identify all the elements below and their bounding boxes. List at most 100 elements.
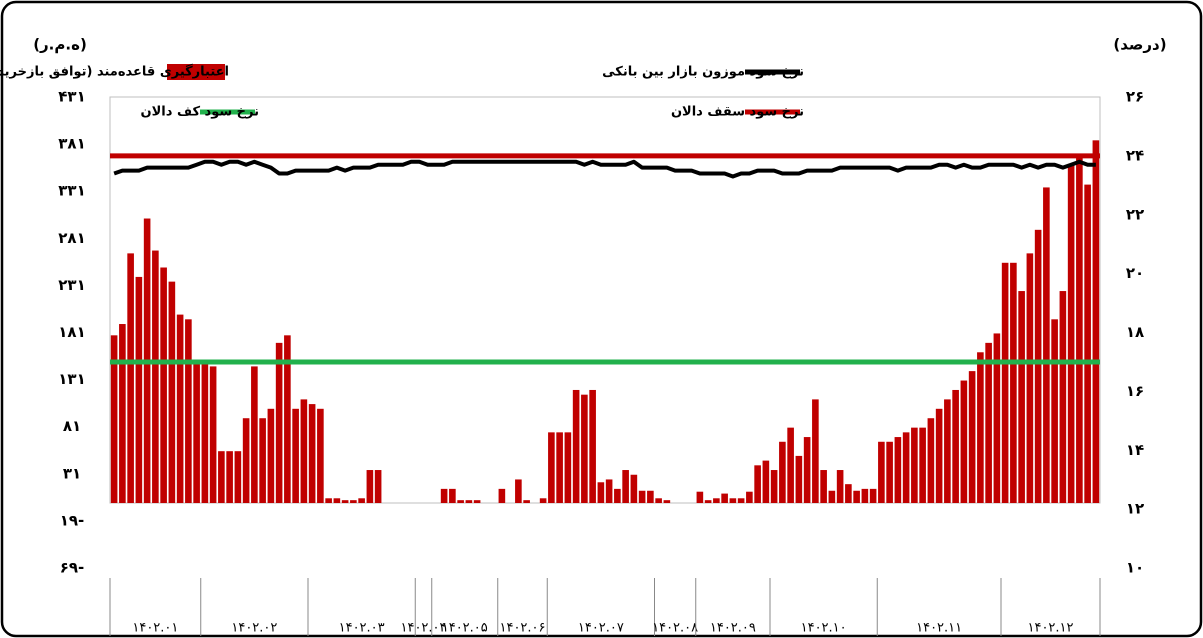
x-group-label: ۱۴۰۲.۰۷ — [578, 621, 624, 636]
x-group-label: ۱۴۰۲.۰۸ — [652, 621, 698, 636]
y-tick-label: ۴۳۱ — [58, 88, 85, 106]
bar — [226, 451, 233, 504]
bar — [176, 314, 184, 504]
legend-label: اعتبارگیری قاعده‌مند (توافق بازخرید)(محو… — [0, 64, 229, 80]
bar — [919, 427, 926, 504]
bar — [284, 335, 291, 504]
bar — [952, 389, 959, 504]
bar — [119, 324, 126, 504]
y2-tick-label: ۲۶ — [1126, 88, 1144, 106]
bar — [762, 460, 770, 504]
y2-tick-label: ۱۴ — [1126, 441, 1144, 459]
bar — [185, 319, 192, 504]
y-tick-label: ۱۸۱ — [58, 323, 85, 341]
bar — [201, 361, 209, 504]
bar — [655, 498, 662, 504]
y-tick-label: ۳۳۱ — [58, 182, 85, 200]
bar — [251, 366, 258, 504]
bar — [795, 455, 803, 504]
bar — [564, 432, 572, 504]
bar — [300, 399, 308, 504]
bar — [259, 418, 266, 504]
bar — [597, 482, 605, 504]
legend-swatch — [167, 64, 225, 80]
bar — [498, 488, 506, 504]
bar — [168, 281, 176, 504]
bar — [663, 500, 671, 504]
x-group-label: ۱۴۰۲.۰۴ — [400, 621, 446, 636]
bar — [242, 418, 250, 504]
bar — [152, 250, 159, 504]
bar — [729, 498, 737, 504]
bar — [1018, 291, 1025, 504]
x-group-label: ۱۴۰۲.۱۲ — [1027, 621, 1073, 636]
bar — [927, 418, 935, 504]
y2-tick-label: ۲۴ — [1126, 146, 1144, 164]
bar — [556, 432, 563, 504]
bar — [523, 500, 530, 504]
bar — [127, 253, 134, 504]
bar — [737, 498, 745, 504]
bar — [1067, 163, 1075, 504]
bar — [787, 427, 794, 504]
y-tick-label: ۱۳۱ — [58, 370, 85, 388]
bar — [630, 474, 638, 504]
bar — [1059, 291, 1067, 504]
y-tick-label: ۸۱ — [63, 417, 81, 435]
bar — [572, 389, 580, 504]
bar — [911, 427, 918, 504]
bar — [515, 479, 522, 504]
bar — [836, 470, 844, 504]
bar — [440, 488, 448, 504]
bar — [548, 432, 555, 504]
x-group-label: ۱۴۰۲.۱۰ — [801, 621, 847, 636]
x-group-label: ۱۴۰۲.۰۵ — [442, 621, 488, 636]
bar — [292, 408, 299, 504]
bar — [770, 470, 778, 504]
legend-label: نرخ سود موزون بازار بین بانکی — [602, 65, 804, 80]
y2-tick-label: ۲۲ — [1126, 205, 1144, 223]
bar — [589, 389, 596, 504]
bar — [1010, 262, 1017, 504]
y-unit: (ه.م.ر) — [33, 36, 87, 54]
bar — [465, 500, 473, 504]
bar — [1001, 262, 1009, 504]
y-tick-label: ۳۱ — [63, 464, 81, 482]
bar — [944, 399, 951, 504]
bar — [869, 488, 877, 504]
bar — [275, 342, 283, 504]
y2-tick-label: ۱۲ — [1126, 500, 1144, 518]
bar — [960, 380, 968, 504]
bar — [374, 470, 382, 504]
x-group-label: ۱۴۰۲.۰۱ — [132, 621, 178, 636]
line — [113, 159, 1096, 179]
y2-tick-label: ۱۰ — [1126, 559, 1144, 577]
bar — [968, 371, 976, 504]
bar — [622, 470, 629, 504]
bar — [828, 490, 836, 504]
y-tick-label: ۳۸۱ — [58, 135, 85, 153]
y-tick-label: ۲۸۱ — [58, 229, 85, 247]
bar — [894, 437, 902, 504]
bar — [366, 470, 374, 504]
bar — [160, 267, 167, 504]
bar — [325, 498, 332, 504]
bar — [935, 408, 943, 504]
bar — [350, 500, 357, 504]
bar — [746, 491, 753, 504]
plot-area — [109, 96, 1101, 504]
x-group-label: ۱۴۰۲.۰۶ — [499, 621, 545, 636]
y2-tick-label: ۱۶ — [1126, 382, 1144, 400]
bar — [812, 399, 819, 504]
bar — [209, 366, 217, 504]
bar — [754, 465, 761, 504]
y2-tick-label: ۱۸ — [1126, 323, 1144, 341]
x-group-label: ۱۴۰۲.۰۳ — [339, 621, 385, 636]
bar — [1076, 154, 1083, 504]
bar — [449, 488, 456, 504]
bar — [820, 470, 827, 504]
bar — [696, 491, 704, 504]
y-tick-label: ۶۹- — [60, 559, 85, 577]
bar — [1026, 253, 1034, 504]
